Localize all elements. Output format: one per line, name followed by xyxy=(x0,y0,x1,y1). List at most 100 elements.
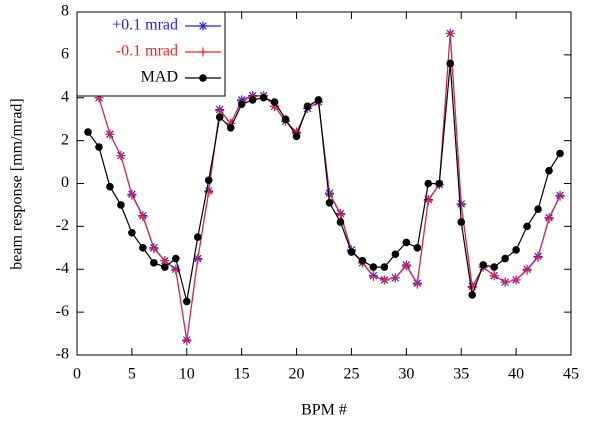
plot-frame xyxy=(76,11,572,356)
marker xyxy=(380,263,389,271)
marker xyxy=(128,229,136,237)
marker xyxy=(161,263,169,271)
marker xyxy=(116,151,126,161)
series-line xyxy=(87,63,561,302)
marker xyxy=(204,176,213,185)
x-tick-label: 10 xyxy=(179,366,195,383)
marker xyxy=(489,271,499,281)
x-tick-label: 0 xyxy=(73,366,81,383)
marker xyxy=(511,275,521,285)
x-tick-label: 30 xyxy=(398,366,414,383)
marker xyxy=(369,263,378,271)
marker xyxy=(391,250,400,259)
marker xyxy=(150,259,158,267)
marker xyxy=(336,218,345,226)
marker-dot xyxy=(182,297,191,306)
marker xyxy=(555,191,565,201)
marker xyxy=(303,102,312,111)
marker-dot xyxy=(303,102,312,111)
marker xyxy=(204,187,214,197)
marker xyxy=(402,238,411,247)
marker xyxy=(379,275,389,285)
marker-dot xyxy=(479,261,487,269)
marker xyxy=(106,182,114,191)
marker xyxy=(533,252,543,262)
marker xyxy=(198,21,208,31)
x-tick-label: 15 xyxy=(234,366,250,383)
marker xyxy=(237,100,246,108)
marker-dot xyxy=(193,233,202,241)
marker-dot xyxy=(259,93,268,102)
y-axis-label: beam response [mm/mrad] xyxy=(9,98,26,270)
marker xyxy=(435,179,444,188)
marker xyxy=(512,246,520,254)
marker xyxy=(445,28,455,38)
x-tick-label: 40 xyxy=(508,366,524,383)
marker-dot xyxy=(468,291,477,299)
marker xyxy=(182,336,192,346)
marker-dot xyxy=(199,74,207,82)
marker xyxy=(314,96,323,104)
marker-dot xyxy=(534,205,542,214)
marker-dot xyxy=(84,128,92,136)
legend: +0.1 mrad -0.1 mrad MAD xyxy=(76,11,226,97)
x-tick-label: 45 xyxy=(563,366,579,383)
marker-dot xyxy=(380,263,389,271)
marker xyxy=(500,277,510,287)
x-axis-label: BPM # xyxy=(301,402,347,419)
marker xyxy=(172,254,180,263)
marker xyxy=(424,179,433,188)
marker-dot xyxy=(369,263,378,271)
marker-dot xyxy=(402,238,411,247)
y-tick-label: 6 xyxy=(61,46,69,63)
y-tick-label: -8 xyxy=(56,346,69,363)
marker xyxy=(248,96,257,104)
marker-stroke xyxy=(199,22,207,30)
marker-dot xyxy=(446,59,455,68)
legend-label: MAD xyxy=(141,69,178,86)
marker-dot xyxy=(117,201,125,209)
marker-dot xyxy=(501,254,509,263)
marker xyxy=(501,254,509,263)
marker xyxy=(523,222,531,231)
marker xyxy=(457,218,466,226)
marker-dot xyxy=(490,263,498,271)
marker-dot xyxy=(523,222,531,231)
marker-dot xyxy=(161,263,169,271)
marker xyxy=(556,149,564,158)
marker-dot xyxy=(106,182,114,191)
marker xyxy=(149,244,159,254)
x-tick-label: 25 xyxy=(343,366,359,383)
marker-dot xyxy=(215,113,224,121)
marker xyxy=(193,233,202,241)
marker xyxy=(413,244,422,252)
y-tick-label: -6 xyxy=(56,303,69,320)
marker-dot xyxy=(435,179,444,188)
marker xyxy=(193,255,203,265)
marker xyxy=(95,143,103,151)
marker xyxy=(335,210,345,220)
marker-dot xyxy=(424,179,433,188)
marker-dot xyxy=(292,132,301,141)
marker-dot xyxy=(391,250,400,259)
marker xyxy=(139,244,147,252)
marker-dot xyxy=(95,143,103,151)
marker xyxy=(446,59,455,68)
marker xyxy=(390,273,400,283)
marker xyxy=(215,113,224,121)
marker-dot xyxy=(314,96,323,104)
marker-dot xyxy=(413,244,422,252)
marker xyxy=(479,261,487,269)
marker xyxy=(368,272,378,282)
marker xyxy=(545,166,553,175)
marker xyxy=(226,123,235,132)
marker-dot xyxy=(336,218,345,226)
marker xyxy=(468,291,477,299)
marker-dot xyxy=(226,123,235,132)
y-tick-label: 4 xyxy=(61,88,69,105)
y-tick-label: 0 xyxy=(61,174,69,191)
marker xyxy=(117,201,125,209)
marker xyxy=(281,115,290,123)
marker-dot xyxy=(204,176,213,185)
